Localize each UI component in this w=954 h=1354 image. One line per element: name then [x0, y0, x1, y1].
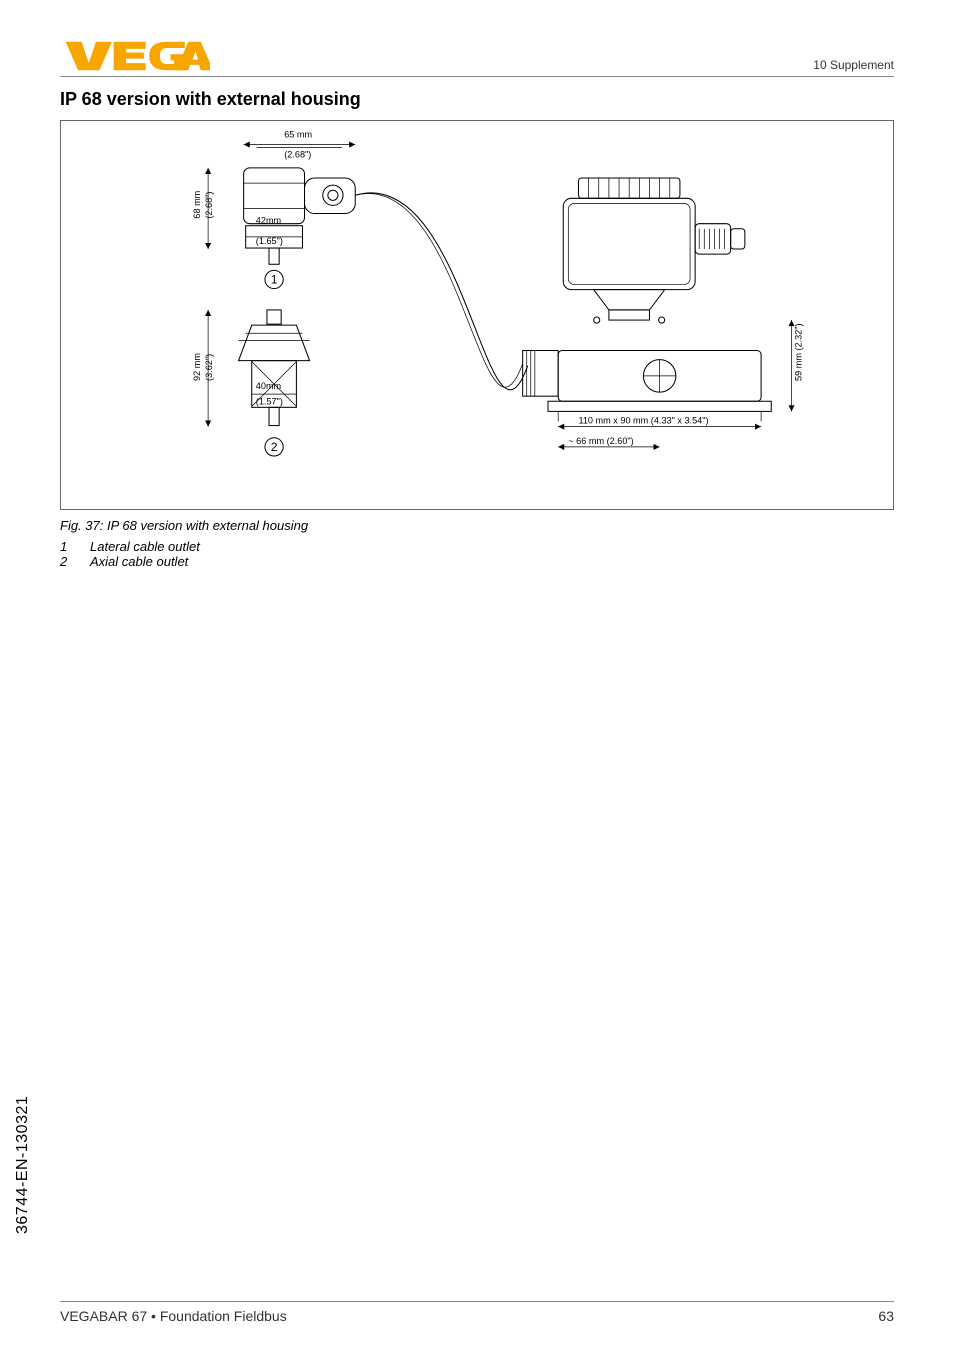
figure-caption: Fig. 37: IP 68 version with external hou… [60, 518, 894, 533]
legend-row: 2 Axial cable outlet [60, 554, 894, 569]
marker-1: 1 [271, 273, 278, 287]
section-title: IP 68 version with external housing [60, 89, 894, 110]
dim-inner-w1-in: (1.65") [256, 236, 283, 246]
legend-num: 1 [60, 539, 72, 554]
dim-right-h: 59 mm (2.32") [794, 323, 804, 381]
page-header: 10 Supplement [60, 40, 894, 77]
footer-product: VEGABAR 67 • Foundation Fieldbus [60, 1308, 287, 1324]
dim-top-width: 65 mm [284, 129, 312, 139]
dim-left-h1-in: (2.68") [204, 192, 214, 219]
dim-hole-sp: ~ 66 mm (2.60") [568, 436, 633, 446]
dim-inner-w2-in: (1.57") [256, 396, 283, 406]
header-supplement-label: 10 Supplement [813, 58, 894, 72]
page-footer: VEGABAR 67 • Foundation Fieldbus 63 [60, 1301, 894, 1324]
legend-num: 2 [60, 554, 72, 569]
brand-logo [60, 40, 210, 72]
dim-left-h1: 68 mm [192, 191, 202, 219]
dim-inner-w2: 40mm [256, 381, 281, 391]
dim-top-width-in: (2.68") [284, 150, 311, 160]
figure-legend: 1 Lateral cable outlet 2 Axial cable out… [60, 539, 894, 569]
legend-text: Lateral cable outlet [90, 539, 200, 554]
legend-row: 1 Lateral cable outlet [60, 539, 894, 554]
legend-text: Axial cable outlet [90, 554, 188, 569]
marker-2: 2 [271, 440, 278, 454]
footer-page-number: 63 [878, 1308, 894, 1324]
dim-left-h2-in: (3.62") [204, 354, 214, 381]
document-code: 36744-EN-130321 [14, 1096, 32, 1234]
dim-inner-w1: 42mm [256, 216, 281, 226]
dim-left-h2: 92 mm [192, 353, 202, 381]
dim-base-w: 110 mm x 90 mm (4.33" x 3.54") [578, 416, 708, 426]
technical-drawing-figure: 65 mm (2.68") 68 mm (2.68") 42mm (1.65") [60, 120, 894, 510]
